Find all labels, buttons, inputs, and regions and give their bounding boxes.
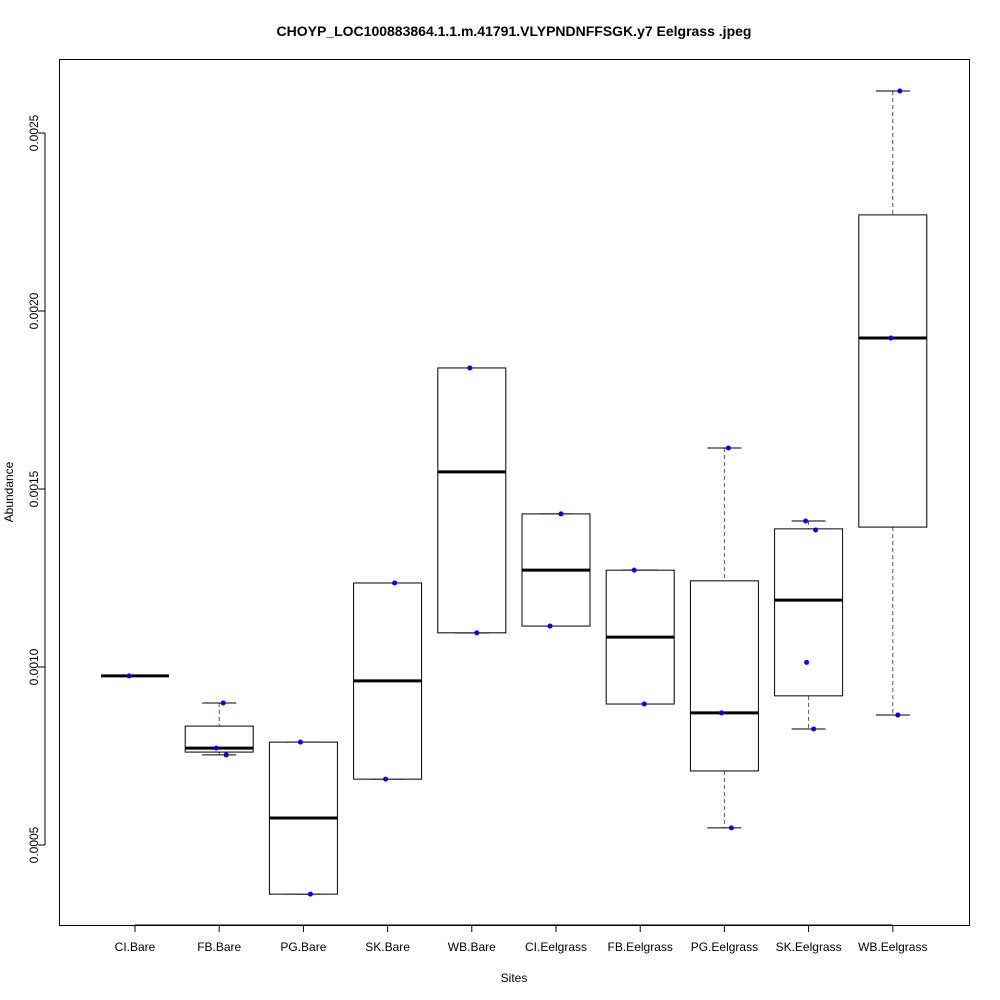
y-tick-label: 0.0015	[27, 470, 41, 507]
data-point	[392, 580, 398, 586]
y-tick-label: 0.0010	[27, 648, 41, 685]
data-point	[803, 518, 809, 524]
chart-title: CHOYP_LOC100883864.1.1.m.41791.VLYPNDNFF…	[277, 23, 752, 39]
x-tick-label: SK.Eelgrass	[776, 940, 842, 954]
box-SK.Eelgrass	[774, 528, 844, 697]
y-axis-label: Abundance	[2, 461, 16, 522]
x-tick-label: FB.Eelgrass	[608, 940, 673, 954]
data-point	[641, 701, 647, 707]
x-tick-label: SK.Bare	[365, 940, 410, 954]
x-tick-label: PG.Bare	[280, 940, 326, 954]
box-WB.Bare	[437, 367, 507, 634]
x-tick-label: CI.Eelgrass	[525, 940, 587, 954]
data-point	[213, 745, 219, 751]
data-point	[467, 365, 473, 371]
data-point	[558, 511, 564, 517]
data-point	[220, 700, 226, 706]
data-point	[728, 825, 734, 831]
y-tick-label: 0.0005	[27, 826, 41, 863]
data-point	[223, 752, 229, 758]
x-tick-label: PG.Eelgrass	[691, 940, 758, 954]
data-point	[897, 88, 903, 94]
data-point	[631, 567, 637, 573]
data-point	[813, 527, 819, 533]
x-tick-label: CI.Bare	[115, 940, 156, 954]
x-tick-label: FB.Bare	[197, 940, 241, 954]
x-tick-label: WB.Eelgrass	[858, 940, 927, 954]
data-point	[126, 673, 132, 679]
data-point	[297, 739, 303, 745]
data-point	[307, 891, 313, 897]
data-point	[895, 712, 901, 718]
data-point	[383, 776, 389, 782]
x-tick-label: WB.Bare	[448, 940, 496, 954]
box-WB.Eelgrass	[858, 214, 928, 528]
y-tick-label: 0.0025	[27, 114, 41, 151]
data-point	[804, 659, 810, 665]
y-tick-label: 0.0020	[27, 292, 41, 329]
plot-frame	[59, 59, 970, 926]
data-point	[718, 710, 724, 716]
data-point	[888, 335, 894, 341]
data-point	[811, 726, 817, 732]
data-point	[547, 623, 553, 629]
box-PG.Eelgrass	[689, 580, 759, 772]
data-point	[474, 630, 480, 636]
x-axis-label: Sites	[501, 971, 528, 985]
data-point	[725, 445, 731, 451]
